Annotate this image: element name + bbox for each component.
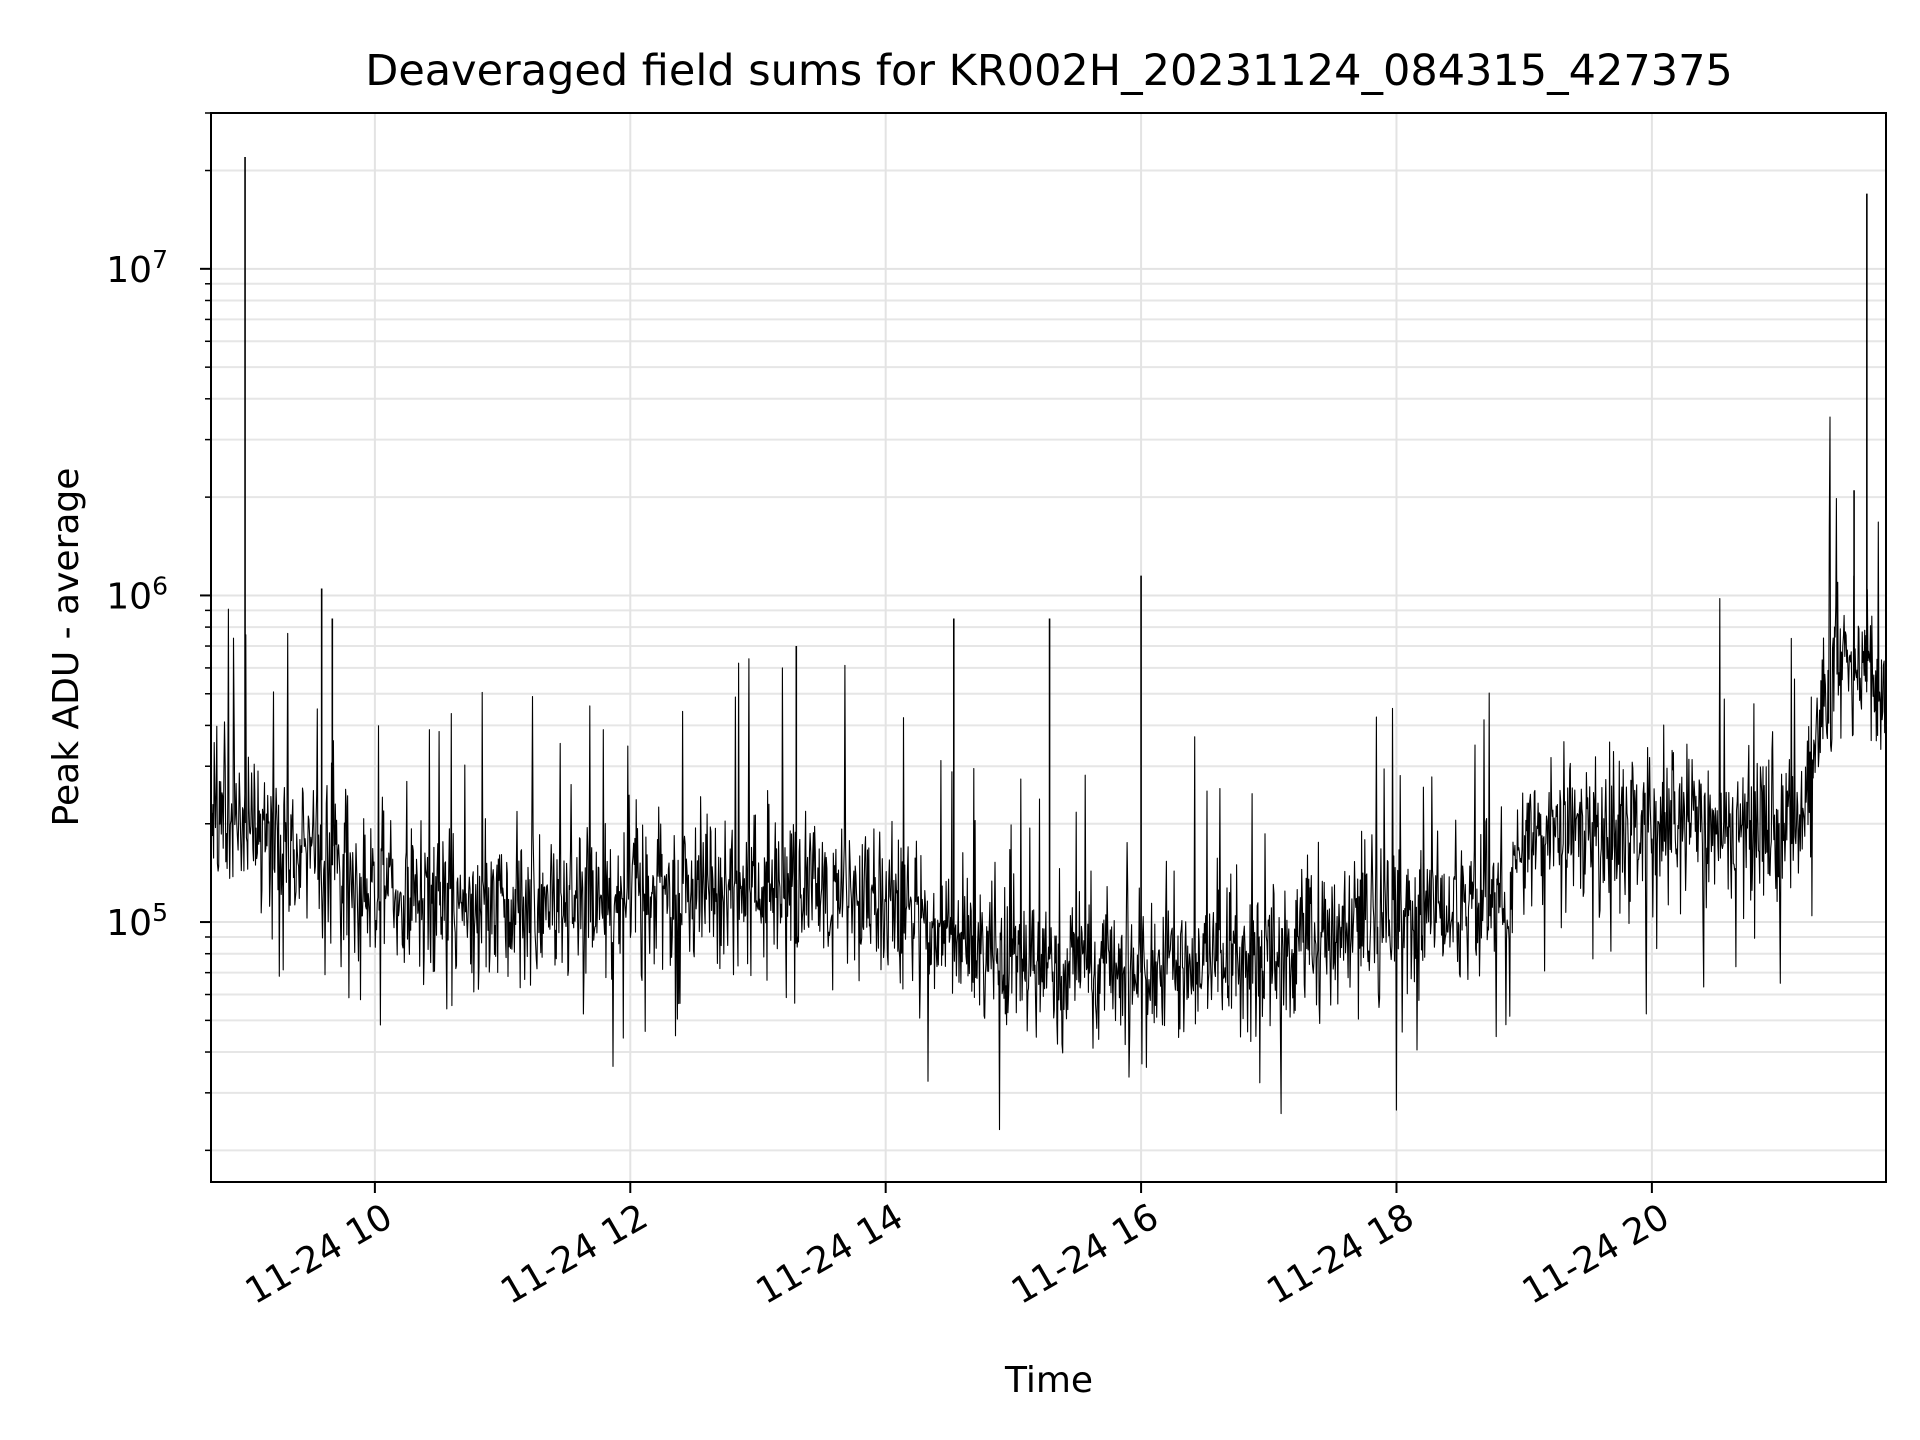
y-axis-label: Peak ADU - average	[46, 468, 87, 827]
y-tick-label: 107	[106, 244, 168, 291]
y-axis: 105 106 107	[106, 112, 211, 1152]
plot-frame	[210, 112, 1887, 1183]
y-tick-label: 105	[106, 898, 168, 945]
series-line	[210, 416, 1887, 1131]
grid	[211, 112, 1886, 1182]
series-layer	[210, 156, 1887, 1131]
x-axis-label: Time	[1004, 1360, 1093, 1401]
y-tick-label: 106	[106, 571, 168, 618]
chart-title: Deaveraged field sums for KR002H_2023112…	[365, 46, 1733, 96]
